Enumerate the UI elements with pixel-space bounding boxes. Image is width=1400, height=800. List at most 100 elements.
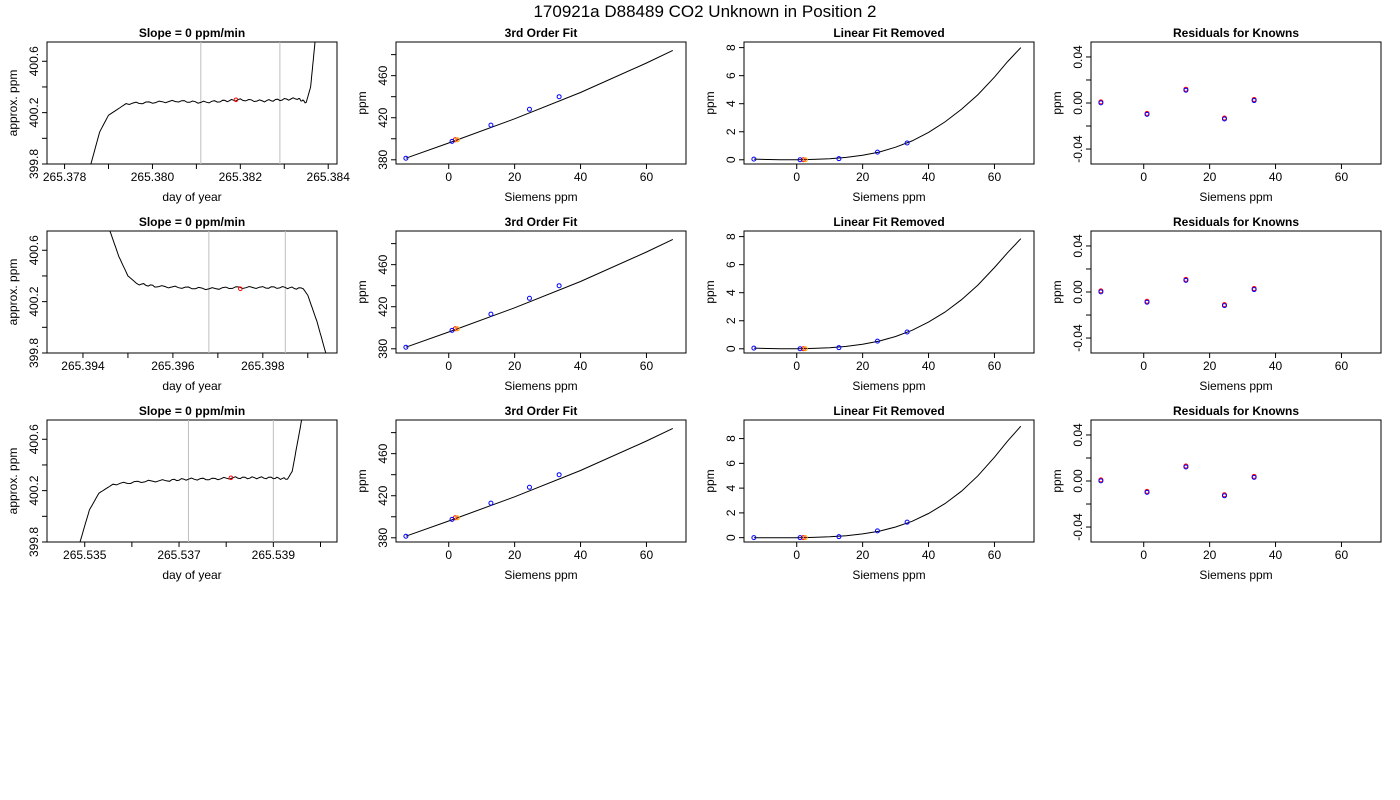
- x-tick-label: 60: [1335, 359, 1349, 373]
- y-tick-label: 0.00: [1071, 91, 1085, 115]
- y-tick-label: 6: [724, 261, 738, 268]
- panel-8: Residuals for Knowns 0 20 40 60 -0.04 0.00 0.04…: [1050, 215, 1382, 393]
- x-tick-label: 20: [1203, 359, 1217, 373]
- known-point: [751, 345, 757, 351]
- panel-3: Linear Fit Removed 0 20 40 60 0 2 4 6 8 Siemens pp…: [703, 26, 1035, 204]
- x-tick-label: 20: [1203, 548, 1217, 562]
- residual-point: [1183, 464, 1189, 470]
- known-point: [904, 140, 910, 146]
- plot-frame: [395, 419, 687, 543]
- unknown-point: [800, 346, 806, 352]
- plot-frame: [395, 230, 687, 354]
- y-tick-label: 380: [376, 338, 390, 358]
- panel-2: 3rd Order Fit 0 20 40 60 380 420 460 Siemens ppm…: [355, 26, 687, 204]
- y-tick-label: 0.04: [1071, 45, 1085, 69]
- residual-point: [1251, 474, 1257, 480]
- residual-point: [1183, 277, 1189, 283]
- y-tick-label: 8: [724, 435, 738, 442]
- x-tick-label: 40: [1269, 359, 1283, 373]
- figure-title: 170921a D88489 CO2 Unknown in Position 2: [533, 2, 876, 21]
- x-tick-label: 0: [1140, 548, 1147, 562]
- plot-frame: [395, 41, 687, 165]
- y-tick-label: 380: [376, 527, 390, 547]
- x-tick-label: 40: [574, 548, 588, 562]
- plot-area: [403, 238, 674, 350]
- y-tick-label: 4: [724, 289, 738, 296]
- x-tick-label: 0: [445, 170, 452, 184]
- x-tick-label: 0: [445, 548, 452, 562]
- x-tick-label: 40: [1269, 170, 1283, 184]
- known-point: [449, 516, 455, 522]
- x-axis-label: Siemens ppm: [852, 379, 925, 393]
- panel-12: Residuals for Knowns 0 20 40 60 -0.04 0.00 0.04…: [1050, 404, 1382, 582]
- residual-point: [1144, 489, 1150, 495]
- known-point: [874, 528, 880, 534]
- known-point: [403, 155, 409, 161]
- panel-1: Slope = 0 ppm/min 265.378 265.380 265.382 26…: [6, 26, 350, 204]
- x-axis-label: Siemens ppm: [1199, 190, 1272, 204]
- residual-point: [1183, 87, 1189, 93]
- panel-title: Linear Fit Removed: [833, 215, 944, 229]
- y-tick-label: 420: [376, 485, 390, 505]
- x-tick-label: 265.398: [241, 359, 285, 373]
- panel-title: 3rd Order Fit: [505, 26, 578, 40]
- red-marker: [233, 97, 239, 103]
- panel-title: 3rd Order Fit: [505, 215, 578, 229]
- x-tick-label: 20: [508, 548, 522, 562]
- trace-line: [90, 42, 316, 164]
- residual-point: [1098, 289, 1104, 295]
- known-point: [797, 346, 803, 352]
- fit-curve: [405, 427, 674, 537]
- x-axis-label: Siemens ppm: [504, 568, 577, 582]
- plot-area: [90, 42, 316, 164]
- panel-9: Slope = 0 ppm/min 265.535 265.537 265.539 39…: [6, 404, 338, 582]
- x-tick-label: 0: [1140, 170, 1147, 184]
- panel-title: Residuals for Knowns: [1173, 404, 1299, 418]
- x-tick-label: 60: [1335, 170, 1349, 184]
- known-point: [403, 344, 409, 350]
- plot-frame: [743, 41, 1035, 165]
- y-tick-label: 0.00: [1071, 469, 1085, 493]
- known-point: [556, 283, 562, 289]
- x-axis-label: Siemens ppm: [852, 568, 925, 582]
- y-tick-label: -0.04: [1071, 513, 1085, 541]
- x-tick-label: 40: [922, 359, 936, 373]
- residual-point: [1251, 287, 1257, 293]
- x-axis-label: Siemens ppm: [1199, 568, 1272, 582]
- y-axis-label: ppm: [1050, 280, 1064, 303]
- known-point: [751, 156, 757, 162]
- y-axis-label: approx. ppm: [6, 70, 20, 137]
- y-tick-label: -0.04: [1071, 135, 1085, 163]
- y-axis-label: ppm: [703, 280, 717, 303]
- unknown-point-alt: [802, 346, 808, 352]
- fit-curve: [405, 238, 674, 348]
- plot-frame: [46, 230, 338, 354]
- x-tick-label: 60: [988, 548, 1002, 562]
- y-tick-label: 399.8: [27, 527, 41, 557]
- x-tick-label: 60: [988, 359, 1002, 373]
- known-point: [797, 535, 803, 541]
- x-axis-label: Siemens ppm: [504, 379, 577, 393]
- known-point: [556, 472, 562, 478]
- known-point: [526, 484, 532, 490]
- y-tick-label: 400.6: [27, 424, 41, 454]
- plot-area: [403, 49, 674, 161]
- residual-point: [1221, 493, 1227, 499]
- x-tick-label: 0: [793, 359, 800, 373]
- x-tick-label: 265.382: [219, 170, 263, 184]
- known-point: [797, 157, 803, 163]
- trace-line: [109, 231, 327, 353]
- plot-frame: [46, 419, 338, 543]
- x-tick-label: 265.535: [63, 548, 107, 562]
- plot-frame: [743, 230, 1035, 354]
- x-tick-label: 265.537: [157, 548, 201, 562]
- panel-title: Slope = 0 ppm/min: [139, 215, 245, 229]
- panel-11: Linear Fit Removed 0 20 40 60 0 2 4 6 8 Siemens pp…: [703, 404, 1035, 582]
- x-tick-label: 20: [856, 548, 870, 562]
- y-tick-label: 0.00: [1071, 280, 1085, 304]
- x-axis-label: day of year: [162, 190, 221, 204]
- y-axis-label: approx. ppm: [6, 259, 20, 326]
- panel-4: Residuals for Knowns 0 20 40 60 -0.04 0.00 0.04…: [1050, 26, 1382, 204]
- y-tick-label: 400.2: [27, 97, 41, 127]
- x-tick-label: 0: [1140, 359, 1147, 373]
